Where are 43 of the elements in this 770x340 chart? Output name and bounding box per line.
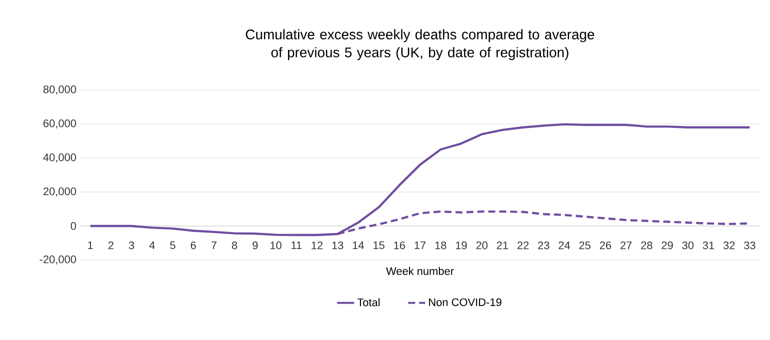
y-tick-label: 40,000 — [43, 153, 76, 163]
x-tick-label: 1 — [88, 241, 93, 250]
x-tick-label: 33 — [744, 241, 756, 250]
legend-label: Total — [357, 298, 380, 306]
x-tick-label: 5 — [170, 241, 176, 250]
legend-label: Non COVID-19 — [429, 298, 502, 306]
x-axis-title: Week number — [386, 266, 454, 275]
y-tick-label: 0 — [70, 222, 76, 230]
x-tick-label: 28 — [641, 241, 652, 250]
x-tick-label: 24 — [558, 241, 570, 250]
x-tick-label: 32 — [723, 241, 735, 250]
y-tick-label: 20,000 — [44, 187, 76, 197]
x-tick-label: 23 — [538, 241, 550, 250]
y-tick-label: 80,000 — [43, 85, 76, 95]
x-tick-label: 10 — [270, 241, 282, 250]
x-tick-label: 26 — [600, 241, 612, 250]
x-tick-label: 7 — [211, 241, 216, 250]
x-tick-label: 13 — [332, 241, 344, 250]
x-tick-label: 3 — [128, 241, 134, 250]
x-tick-label: 19 — [456, 241, 467, 250]
x-tick-label: 8 — [232, 241, 238, 250]
x-tick-label: 2 — [108, 241, 114, 250]
x-tick-label: 14 — [352, 241, 364, 250]
x-tick-label: 21 — [496, 241, 508, 250]
chart-title: Cumulative excess weekly deaths compared to average of previous 5 years (UK, by date of registration) — [246, 29, 594, 60]
x-tick-label: 29 — [662, 241, 673, 250]
x-tick-label: 30 — [682, 241, 694, 250]
x-tick-label: 18 — [435, 241, 446, 250]
x-tick-label: 4 — [149, 241, 155, 250]
x-tick-label: 27 — [620, 241, 632, 250]
x-tick-label: 9 — [252, 241, 258, 250]
y-tick-label: -20,000 — [40, 255, 76, 265]
x-tick-label: 25 — [579, 241, 590, 250]
x-tick-label: 22 — [517, 241, 529, 250]
x-tick-label: 15 — [374, 241, 384, 250]
x-tick-label: 16 — [394, 241, 406, 250]
x-tick-label: 6 — [190, 241, 196, 250]
y-tick-label: 60,000 — [44, 119, 76, 129]
x-tick-label: 31 — [702, 241, 714, 250]
x-tick-label: 11 — [292, 241, 302, 250]
x-tick-label: 12 — [312, 241, 323, 250]
x-tick-label: 17 — [414, 241, 426, 250]
x-tick-label: 20 — [476, 241, 488, 250]
